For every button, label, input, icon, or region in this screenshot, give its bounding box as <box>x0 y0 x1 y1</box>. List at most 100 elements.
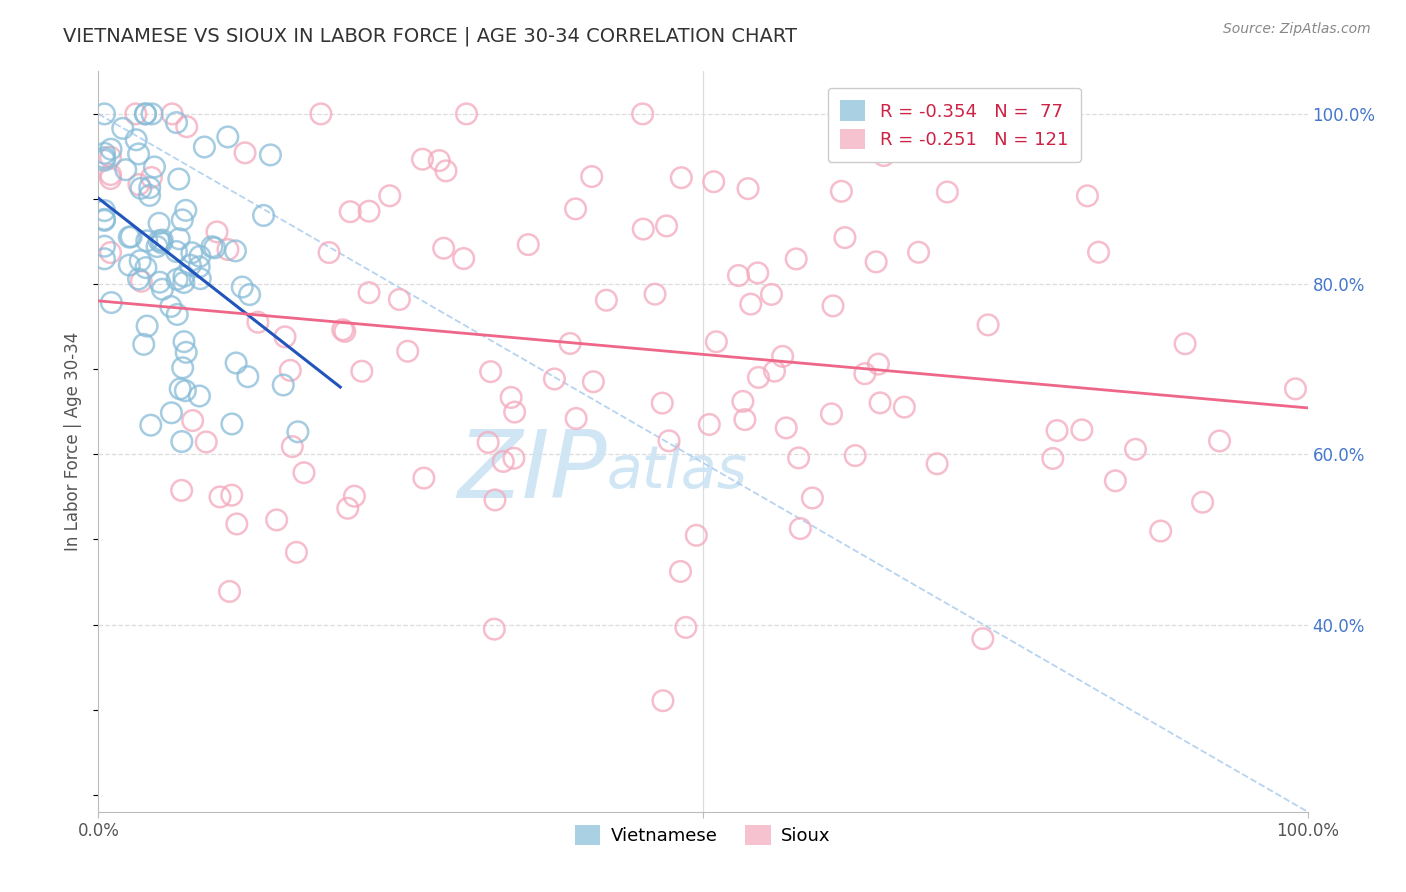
Point <box>731 394 754 409</box>
Point <box>128 178 150 192</box>
Point <box>141 170 163 185</box>
Point <box>492 454 515 468</box>
Point <box>252 209 274 223</box>
Point <box>865 255 887 269</box>
Point <box>484 492 506 507</box>
Point <box>564 202 586 216</box>
Point <box>129 181 152 195</box>
Point <box>479 365 502 379</box>
Point <box>166 308 188 322</box>
Point <box>100 142 122 156</box>
Point <box>396 344 419 359</box>
Point <box>93 213 115 227</box>
Point <box>517 237 540 252</box>
Point <box>128 272 150 286</box>
Point <box>285 545 308 559</box>
Point <box>747 370 769 384</box>
Point <box>412 471 434 485</box>
Point <box>165 244 187 259</box>
Point <box>111 121 134 136</box>
Point <box>772 350 794 364</box>
Point <box>1104 474 1126 488</box>
Point <box>869 396 891 410</box>
Point <box>195 434 218 449</box>
Point <box>93 212 115 227</box>
Point <box>787 450 810 465</box>
Point <box>173 334 195 349</box>
Point <box>167 172 190 186</box>
Point <box>173 269 195 284</box>
Point <box>734 412 756 426</box>
Point <box>503 405 526 419</box>
Point <box>225 356 247 370</box>
Point <box>333 325 356 339</box>
Point <box>100 168 122 182</box>
Point <box>1087 245 1109 260</box>
Point <box>433 241 456 255</box>
Point <box>339 204 361 219</box>
Point <box>972 632 994 646</box>
Point <box>558 336 581 351</box>
Point <box>287 425 309 439</box>
Point <box>118 258 141 272</box>
Point <box>135 234 157 248</box>
Point <box>789 522 811 536</box>
Point <box>160 107 183 121</box>
Point <box>357 204 380 219</box>
Point <box>703 175 725 189</box>
Point <box>159 300 181 314</box>
Point <box>801 491 824 505</box>
Point <box>697 417 720 432</box>
Point <box>411 153 433 167</box>
Point <box>271 378 294 392</box>
Point <box>501 391 523 405</box>
Point <box>669 565 692 579</box>
Point <box>1150 524 1173 538</box>
Point <box>218 584 240 599</box>
Point <box>434 164 457 178</box>
Point <box>907 245 929 260</box>
Point <box>685 528 707 542</box>
Point <box>388 293 411 307</box>
Point <box>1208 434 1230 448</box>
Point <box>631 222 654 236</box>
Point <box>274 330 297 344</box>
Point <box>844 449 866 463</box>
Point <box>453 252 475 266</box>
Point <box>141 107 163 121</box>
Point <box>148 216 170 230</box>
Point <box>853 367 876 381</box>
Point <box>332 323 354 337</box>
Point <box>166 272 188 286</box>
Point <box>181 413 204 427</box>
Point <box>543 372 565 386</box>
Point <box>936 185 959 199</box>
Point <box>152 282 174 296</box>
Point <box>236 369 259 384</box>
Point <box>114 162 136 177</box>
Point <box>174 345 197 359</box>
Point <box>143 160 166 174</box>
Point <box>309 107 332 121</box>
Point <box>135 260 157 275</box>
Point <box>873 148 896 162</box>
Point <box>150 233 173 247</box>
Point <box>977 318 1000 332</box>
Point <box>427 153 450 168</box>
Point <box>176 120 198 134</box>
Point <box>125 107 148 121</box>
Point <box>138 188 160 202</box>
Point <box>727 268 749 283</box>
Point <box>146 239 169 253</box>
Point <box>259 148 281 162</box>
Point <box>1046 424 1069 438</box>
Point <box>740 297 762 311</box>
Point <box>502 451 524 466</box>
Point <box>149 275 172 289</box>
Point <box>221 417 243 431</box>
Point <box>93 252 115 266</box>
Point <box>830 184 852 198</box>
Point <box>118 230 141 244</box>
Point <box>188 260 211 274</box>
Point <box>868 357 890 371</box>
